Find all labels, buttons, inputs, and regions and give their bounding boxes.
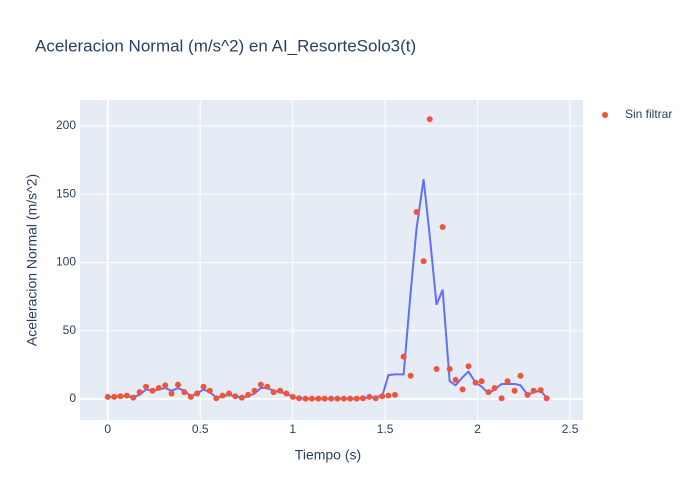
data-point	[407, 372, 414, 379]
data-point	[524, 391, 531, 398]
data-point	[465, 363, 472, 370]
data-point	[155, 385, 162, 392]
chart-title: Aceleracion Normal (m/s^2) en AI_Resorte…	[35, 36, 416, 55]
data-point	[117, 393, 124, 400]
x-tick-label: 1	[289, 422, 296, 436]
data-point	[359, 395, 366, 402]
y-tick-label: 100	[56, 255, 76, 269]
data-point	[426, 116, 433, 123]
data-point	[413, 208, 420, 215]
plot-area	[80, 100, 583, 420]
data-point	[130, 394, 137, 401]
data-point	[149, 387, 156, 394]
data-point	[213, 395, 220, 402]
data-point	[226, 390, 233, 397]
x-tick-label: 2	[474, 422, 481, 436]
data-point	[238, 394, 245, 401]
data-point	[277, 387, 284, 394]
data-point	[162, 382, 169, 389]
data-point	[302, 395, 309, 402]
data-point	[530, 387, 537, 394]
data-point	[379, 393, 386, 400]
data-point	[257, 381, 264, 388]
data-point	[420, 258, 427, 265]
y-axis-title: Aceleracion Normal (m/s^2)	[24, 174, 40, 346]
data-point	[459, 386, 466, 393]
data-point	[385, 392, 392, 399]
data-point	[251, 387, 258, 394]
data-point	[446, 365, 453, 372]
data-point	[175, 381, 182, 388]
data-point	[283, 390, 290, 397]
data-point	[270, 389, 277, 396]
data-point	[264, 383, 271, 390]
data-point	[194, 390, 201, 397]
data-point	[504, 378, 511, 385]
data-point	[537, 387, 544, 394]
data-point	[334, 395, 341, 402]
data-point	[543, 395, 550, 402]
data-point	[347, 395, 354, 402]
data-point	[219, 392, 226, 399]
data-point	[321, 395, 328, 402]
data-point	[232, 393, 239, 400]
data-point	[168, 390, 175, 397]
data-point	[181, 389, 188, 396]
data-point	[104, 393, 111, 400]
data-point	[517, 372, 524, 379]
data-point	[206, 387, 213, 394]
y-tick-label: 50	[63, 323, 77, 337]
data-point	[353, 395, 360, 402]
data-point	[143, 383, 150, 390]
y-tick-label: 150	[56, 186, 76, 200]
data-point	[478, 378, 485, 385]
legend-swatch	[602, 112, 608, 118]
data-point	[366, 393, 373, 400]
data-point	[400, 353, 407, 360]
x-axis-title: Tiempo (s)	[295, 447, 361, 463]
data-point	[472, 379, 479, 386]
data-point	[200, 383, 207, 390]
x-tick-label: 0.5	[192, 422, 209, 436]
data-point	[296, 395, 303, 402]
data-point	[372, 395, 379, 402]
y-tick-label: 0	[69, 391, 76, 405]
data-point	[315, 395, 322, 402]
data-point	[491, 385, 498, 392]
data-point	[308, 395, 315, 402]
data-point	[111, 393, 118, 400]
data-point	[485, 389, 492, 396]
marks	[104, 116, 550, 402]
data-point	[245, 391, 252, 398]
data-point	[439, 223, 446, 230]
x-tick-label: 1.5	[377, 422, 394, 436]
data-point	[433, 365, 440, 372]
legend-label: Sin filtrar	[625, 107, 672, 121]
x-tick-label: 0	[104, 422, 111, 436]
data-point	[452, 376, 459, 383]
legend: Sin filtrar	[602, 107, 672, 121]
data-point	[136, 389, 143, 396]
data-point	[328, 395, 335, 402]
x-tick-label: 2.5	[562, 422, 579, 436]
data-point	[498, 395, 505, 402]
data-point	[391, 391, 398, 398]
data-point	[187, 393, 194, 400]
data-point	[340, 395, 347, 402]
data-point	[511, 387, 518, 394]
data-point	[123, 392, 130, 399]
data-point	[289, 393, 296, 400]
y-tick-label: 200	[56, 118, 76, 132]
